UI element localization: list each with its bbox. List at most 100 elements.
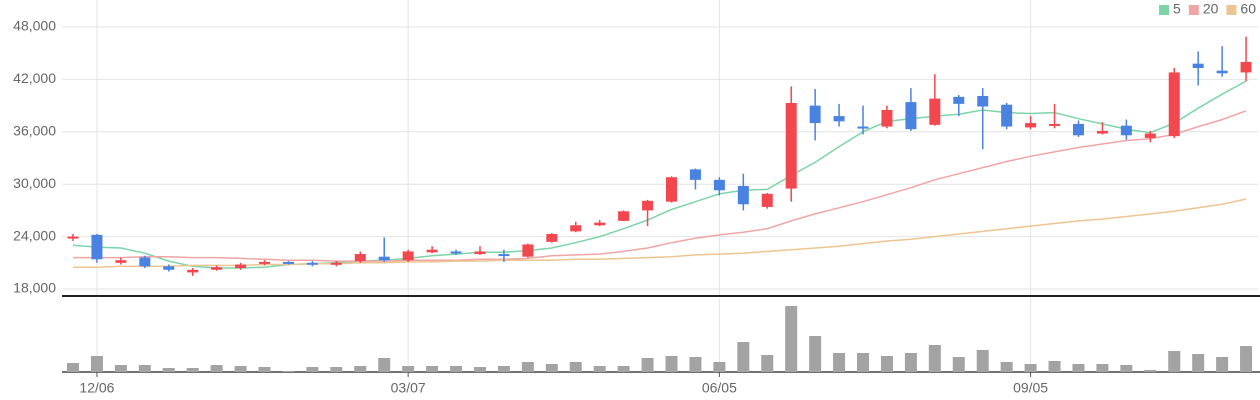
candle-body (905, 102, 917, 130)
candle-body (426, 249, 438, 253)
volume-bar (833, 353, 846, 372)
volume-bar (330, 367, 343, 372)
volume-bar (976, 350, 989, 372)
legend-swatch (1226, 5, 1237, 15)
x-tick-label: 03/07 (391, 380, 426, 396)
volume-bar (426, 366, 439, 372)
candle-body (1192, 63, 1204, 69)
candle-body (450, 251, 462, 254)
volume-bar (402, 366, 415, 372)
candle-body (618, 211, 630, 221)
legend-label: 60 (1240, 1, 1256, 17)
volume-bar (689, 357, 702, 372)
candle-body (1001, 104, 1013, 127)
x-tick-label: 09/05 (1013, 380, 1048, 396)
candle-body (833, 116, 845, 122)
x-tick-label: 06/05 (702, 380, 737, 396)
candle-body (498, 254, 510, 257)
candle-body (282, 261, 294, 264)
candle-body (953, 96, 965, 104)
y-tick-label: 24,000 (13, 227, 56, 243)
volume-bar (210, 365, 223, 372)
ma-line (73, 198, 1247, 268)
candle-body (1168, 72, 1180, 137)
volume-bar (1216, 357, 1229, 372)
volume-bar (354, 366, 367, 372)
candle-body (235, 264, 247, 269)
y-tick-label: 42,000 (13, 70, 56, 86)
candle-body (713, 179, 725, 191)
volume-bar (617, 366, 630, 372)
volume-bar (497, 366, 510, 372)
volume-bar (306, 367, 319, 372)
volume-bar (138, 365, 151, 372)
y-tick-label: 36,000 (13, 123, 56, 139)
candle-body (354, 254, 366, 262)
candle-body (1120, 125, 1132, 136)
y-tick-label: 48,000 (13, 18, 56, 34)
legend-label: 5 (1173, 1, 1181, 17)
candle-body (1240, 61, 1252, 73)
candle-body (139, 257, 151, 267)
candle-body (929, 98, 941, 125)
volume-bar (114, 365, 127, 372)
ma-line (72, 80, 1247, 269)
volume-bar (641, 358, 654, 372)
candle-body (1072, 123, 1084, 136)
candle-body (761, 193, 773, 207)
candle-body (474, 251, 486, 255)
volume-bar (450, 366, 463, 372)
candle-body (91, 234, 103, 260)
volume-bar (1120, 365, 1133, 372)
candle-body (1025, 123, 1037, 128)
volume-bar (473, 367, 486, 372)
y-tick-label: 30,000 (13, 175, 56, 191)
candle-body (666, 177, 677, 202)
candle-body (594, 222, 606, 226)
volume-bar (952, 357, 965, 372)
volume-bar (67, 363, 79, 372)
volume-bar (162, 368, 175, 372)
candle-body (1049, 123, 1061, 126)
volume-bar (1024, 364, 1037, 372)
volume-bar (737, 342, 750, 372)
candle-body (857, 126, 869, 129)
y-tick-label: 18,000 (13, 280, 56, 296)
volume-bar (1168, 351, 1181, 372)
candle-body (546, 233, 558, 242)
candle-body (785, 102, 797, 189)
candle-body (402, 251, 414, 261)
x-tick-label: 12/06 (79, 380, 114, 396)
legend-swatch (1159, 5, 1170, 15)
ma-line (73, 110, 1247, 262)
volume-bar (378, 358, 391, 372)
candle-body (809, 105, 821, 124)
volume-bar (665, 356, 678, 372)
volume-bar (234, 366, 247, 372)
volume-bar (1240, 346, 1253, 372)
candle-body (163, 266, 175, 270)
candle-body (977, 95, 989, 107)
volume-bar (785, 306, 798, 372)
legend-label: 20 (1203, 1, 1219, 17)
candle-body (689, 169, 701, 180)
volume-bar (282, 371, 295, 372)
volume-bar (1144, 370, 1157, 372)
volume-bar (761, 355, 774, 372)
volume-bar (569, 362, 582, 372)
volume-bar (90, 356, 103, 372)
candle-body (642, 200, 654, 211)
candle-body (187, 269, 199, 273)
candle-body (737, 185, 749, 205)
candle-body (306, 262, 318, 265)
volume-bar (809, 336, 822, 372)
volume-bar (1072, 364, 1085, 372)
volume-bar (258, 367, 271, 372)
volume-bar (593, 366, 606, 372)
candle-body (570, 225, 582, 232)
volume-bar (1000, 362, 1013, 372)
volume-bar (186, 368, 199, 372)
candle-body (378, 256, 390, 261)
candle-body (1144, 133, 1156, 138)
